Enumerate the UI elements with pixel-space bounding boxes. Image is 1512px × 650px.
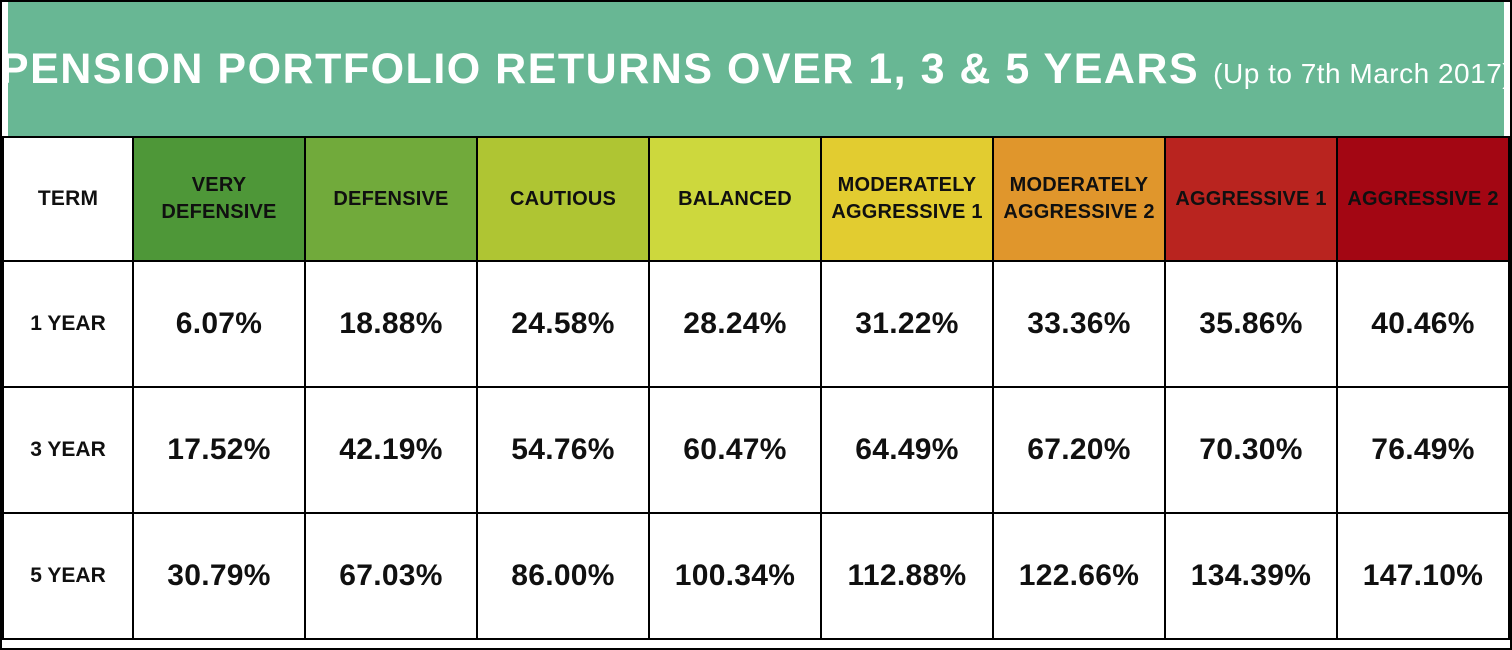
column-header-very-defensive: VERY DEFENSIVE [132,136,306,262]
column-header-cautious: CAUTIOUS [476,136,650,262]
return-value-cell: 54.76% [476,386,650,514]
return-value-cell: 112.88% [820,512,994,640]
table-row-5-year: 5 YEAR 30.79% 67.03% 86.00% 100.34% 112.… [2,512,1510,640]
return-value-cell: 67.03% [304,512,478,640]
row-term-label: 3 YEAR [2,386,134,514]
return-value-cell: 64.49% [820,386,994,514]
table-row-1-year: 1 YEAR 6.07% 18.88% 24.58% 28.24% 31.22%… [2,260,1510,388]
column-header-balanced: BALANCED [648,136,822,262]
return-value-cell: 31.22% [820,260,994,388]
return-value-cell: 33.36% [992,260,1166,388]
return-value-cell: 42.19% [304,386,478,514]
term-column-header: TERM [2,136,134,262]
title-date-note: (Up to 7th March 2017) [1213,57,1512,89]
return-value-cell: 100.34% [648,512,822,640]
return-value-cell: 70.30% [1164,386,1338,514]
return-value-cell: 134.39% [1164,512,1338,640]
column-header-moderately-aggressive-2: MODERATELY AGGRESSIVE 2 [992,136,1166,262]
return-value-cell: 24.58% [476,260,650,388]
return-value-cell: 6.07% [132,260,306,388]
column-header-aggressive-2: AGGRESSIVE 2 [1336,136,1510,262]
column-header-aggressive-1: AGGRESSIVE 1 [1164,136,1338,262]
return-value-cell: 67.20% [992,386,1166,514]
return-value-cell: 28.24% [648,260,822,388]
table-row-3-year: 3 YEAR 17.52% 42.19% 54.76% 60.47% 64.49… [2,386,1510,514]
returns-table-header: TERM VERY DEFENSIVE DEFENSIVE CAUTIOUS B… [2,136,1510,262]
return-value-cell: 122.66% [992,512,1166,640]
return-value-cell: 35.86% [1164,260,1338,388]
return-value-cell: 60.47% [648,386,822,514]
header-row: TERM VERY DEFENSIVE DEFENSIVE CAUTIOUS B… [2,136,1510,262]
title-banner: PENSION PORTFOLIO RETURNS OVER 1, 3 & 5 … [2,2,1510,136]
return-value-cell: 17.52% [132,386,306,514]
title-text: PENSION PORTFOLIO RETURNS OVER 1, 3 & 5 … [0,44,1200,93]
row-term-label: 1 YEAR [2,260,134,388]
return-value-cell: 76.49% [1336,386,1510,514]
column-header-defensive: DEFENSIVE [304,136,478,262]
return-value-cell: 18.88% [304,260,478,388]
row-term-label: 5 YEAR [2,512,134,640]
column-header-moderately-aggressive-1: MODERATELY AGGRESSIVE 1 [820,136,994,262]
return-value-cell: 86.00% [476,512,650,640]
return-value-cell: 40.46% [1336,260,1510,388]
page-title: PENSION PORTFOLIO RETURNS OVER 1, 3 & 5 … [0,44,1512,94]
returns-table-body: 1 YEAR 6.07% 18.88% 24.58% 28.24% 31.22%… [2,260,1510,640]
return-value-cell: 30.79% [132,512,306,640]
returns-table: TERM VERY DEFENSIVE DEFENSIVE CAUTIOUS B… [2,136,1510,640]
return-value-cell: 147.10% [1336,512,1510,640]
